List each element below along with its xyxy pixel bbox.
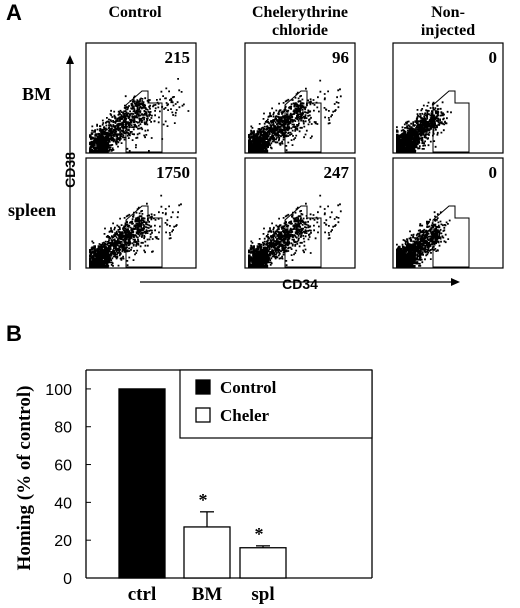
- flow-plots: 215 96 0 1750 247 0: [85, 42, 504, 269]
- y-tick-label: 40: [54, 495, 72, 512]
- flow-plot-BM-2: 96: [244, 42, 356, 154]
- flow-plot-BM-1: 215: [85, 42, 197, 154]
- cell-events: [89, 78, 190, 153]
- gate-region: [284, 205, 322, 268]
- gate-region: [125, 90, 163, 153]
- bar-ctrl: [118, 388, 166, 579]
- event-count: 247: [324, 163, 350, 182]
- column-header: Chelerythrine: [252, 4, 348, 21]
- cell-events: [396, 101, 452, 153]
- bar-chart: 0 20 40 60 80 100 Homing (% of control) ctrl * BM…: [14, 369, 373, 605]
- x-category-label: spl: [251, 584, 274, 605]
- event-count: 1750: [156, 163, 190, 182]
- cell-events: [89, 194, 182, 268]
- y-tick-label: 0: [63, 571, 72, 588]
- legend-swatch: [195, 407, 211, 423]
- bar-BM: [183, 526, 231, 579]
- event-count: 96: [332, 48, 349, 67]
- y-tick-label: 20: [54, 533, 72, 550]
- cd34-arrowhead: [451, 278, 460, 286]
- gate-region: [284, 90, 322, 153]
- cd34-axis-label: CD34: [282, 276, 318, 292]
- significance-marker: *: [199, 490, 208, 510]
- significance-marker: *: [255, 524, 264, 544]
- gate-region: [432, 205, 470, 268]
- flow-plot-spleen-3: 0: [392, 157, 504, 269]
- cell-events: [248, 194, 342, 268]
- gate-region: [432, 90, 470, 153]
- column-header: Control: [108, 4, 162, 21]
- column-header: Non-: [431, 4, 465, 21]
- flow-plot-spleen-2: 247: [244, 157, 356, 269]
- event-count: 0: [489, 163, 498, 182]
- cd38-arrowhead: [66, 55, 74, 64]
- legend-box: [179, 369, 373, 439]
- column-header: chloride: [272, 22, 328, 39]
- panel-b-letter: B: [6, 321, 22, 346]
- y-tick-label: 100: [45, 382, 72, 399]
- legend-label: Cheler: [220, 406, 270, 425]
- x-category-label: ctrl: [128, 584, 156, 605]
- flow-plot-spleen-1: 1750: [85, 157, 197, 269]
- y-tick-label: 60: [54, 458, 72, 475]
- bar-spl: [239, 547, 287, 579]
- legend-swatch: [195, 379, 211, 395]
- row-label: BM: [22, 84, 51, 104]
- cell-events: [248, 79, 342, 153]
- column-header: injected: [421, 22, 475, 39]
- row-labels: BM spleen: [8, 84, 56, 220]
- cd38-axis-label: CD38: [62, 152, 78, 188]
- gate-region: [125, 205, 163, 268]
- event-count: 0: [489, 48, 498, 67]
- cell-events: [396, 211, 451, 268]
- row-label: spleen: [8, 200, 56, 220]
- x-category-label: BM: [192, 584, 223, 605]
- y-axis-title: Homing (% of control): [14, 386, 35, 571]
- event-count: 215: [165, 48, 191, 67]
- y-tick-label: 80: [54, 420, 72, 437]
- panel-a-letter: A: [6, 0, 22, 25]
- legend-label: Control: [220, 378, 277, 397]
- flow-plot-BM-3: 0: [392, 42, 504, 154]
